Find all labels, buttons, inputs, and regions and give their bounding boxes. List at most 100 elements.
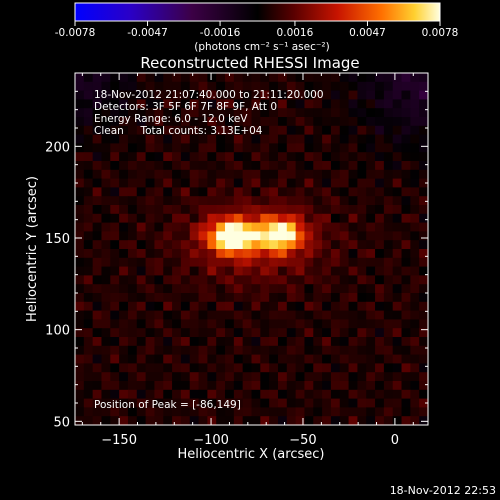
heatmap-cell	[269, 161, 279, 171]
heatmap-cell	[322, 152, 332, 162]
heatmap-cell	[304, 134, 314, 144]
heatmap-cell	[216, 319, 226, 329]
heatmap-cell	[322, 310, 332, 320]
heatmap-cell	[348, 108, 358, 118]
heatmap-cell	[163, 205, 173, 215]
heatmap-cell	[277, 99, 288, 109]
heatmap-cell	[419, 363, 428, 373]
heatmap-cell	[101, 416, 111, 425]
heatmap-cell	[251, 345, 261, 356]
heatmap-cell	[242, 381, 253, 391]
heatmap-cell	[127, 381, 138, 391]
heatmap-cell	[101, 310, 111, 320]
heatmap-cell	[322, 407, 332, 417]
heatmap-cell	[92, 196, 103, 206]
heatmap-cell	[110, 222, 120, 232]
heatmap-cell	[313, 99, 323, 109]
heatmap-cell	[92, 205, 103, 215]
heatmap-cell	[330, 134, 341, 144]
heatmap-cell	[339, 416, 350, 425]
heatmap-cell	[357, 169, 367, 180]
heatmap-cell	[180, 213, 191, 224]
heatmap-cell	[277, 301, 288, 312]
heatmap-cell	[357, 108, 367, 118]
heatmap-cell	[163, 178, 173, 188]
heatmap-cell	[101, 99, 111, 109]
heatmap-cell	[357, 187, 367, 197]
heatmap-cell	[198, 301, 208, 312]
heatmap-cell	[242, 372, 253, 382]
heatmap-cell	[127, 196, 138, 206]
heatmap-cell	[189, 161, 200, 171]
heatmap-cell	[180, 284, 191, 294]
heatmap-cell	[198, 196, 208, 206]
heatmap-cell	[410, 345, 420, 356]
heatmap-cell	[277, 354, 288, 364]
heatmap-cell	[313, 328, 323, 338]
heatmap-cell	[286, 90, 297, 100]
heatmap-cell	[357, 196, 367, 206]
heatmap-cell	[189, 178, 200, 188]
heatmap-cell	[127, 301, 138, 312]
heatmap-cell	[339, 319, 350, 329]
heatmap-cell	[198, 99, 208, 109]
heatmap-cell	[419, 222, 428, 232]
heatmap-cell	[198, 381, 208, 391]
heatmap-cell	[145, 266, 156, 276]
heatmap-cell	[110, 117, 120, 127]
heatmap-cell	[172, 108, 182, 118]
heatmap-cell	[75, 257, 85, 268]
heatmap-cell	[348, 161, 358, 171]
heatmap-cell	[330, 178, 341, 188]
heatmap-cell	[154, 293, 164, 303]
heatmap-cell	[242, 222, 253, 232]
heatmap-cell	[419, 125, 428, 136]
heatmap-cell	[348, 257, 358, 268]
heatmap-cell	[225, 205, 235, 215]
heatmap-cell	[260, 310, 270, 320]
heatmap-cell	[269, 81, 279, 92]
heatmap-cell	[260, 328, 270, 338]
heatmap-cell	[286, 73, 297, 83]
heatmap-cell	[375, 266, 385, 276]
heatmap-cell	[419, 81, 428, 92]
heatmap-cell	[75, 381, 85, 391]
heatmap-cell	[295, 407, 306, 417]
heatmap-cell	[366, 108, 376, 118]
heatmap-cell	[286, 249, 297, 259]
heatmap-cell	[136, 372, 147, 382]
heatmap-cell	[366, 178, 376, 188]
heatmap-cell	[92, 275, 103, 285]
heatmap-cell	[198, 389, 208, 400]
heatmap-cell	[383, 345, 394, 356]
heatmap-cell	[101, 301, 111, 312]
heatmap-cell	[154, 381, 164, 391]
heatmap-cell	[242, 90, 253, 100]
heatmap-cell	[286, 187, 297, 197]
heatmap-cell	[75, 310, 85, 320]
heatmap-cell	[242, 108, 253, 118]
heatmap-cell	[357, 389, 367, 400]
heatmap-cell	[410, 152, 420, 162]
heatmap-cell	[101, 205, 111, 215]
heatmap-cell	[304, 284, 314, 294]
heatmap-cell	[392, 196, 403, 206]
heatmap-cell	[383, 117, 394, 127]
heatmap-cell	[145, 134, 156, 144]
heatmap-cell	[366, 284, 376, 294]
heatmap-cell	[145, 310, 156, 320]
heatmap-cell	[251, 108, 261, 118]
heatmap-cell	[330, 125, 341, 136]
heatmap-cell	[322, 389, 332, 400]
heatmap-cell	[110, 319, 120, 329]
heatmap-cell	[260, 398, 270, 408]
heatmap-cell	[216, 152, 226, 162]
heatmap-cell	[322, 143, 332, 153]
heatmap-cell	[260, 389, 270, 400]
heatmap-cell	[172, 266, 182, 276]
heatmap-cell	[172, 117, 182, 127]
heatmap-cell	[110, 257, 120, 268]
heatmap-cell	[225, 143, 235, 153]
heatmap-cell	[145, 301, 156, 312]
heatmap-cell	[366, 213, 376, 224]
